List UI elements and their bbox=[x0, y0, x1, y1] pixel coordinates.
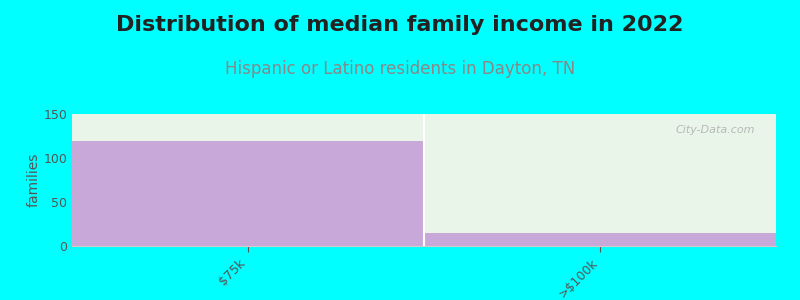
Bar bbox=[72, 114, 424, 246]
Bar bbox=[424, 233, 776, 246]
Text: Distribution of median family income in 2022: Distribution of median family income in … bbox=[116, 15, 684, 35]
Bar bbox=[424, 114, 776, 246]
Text: City-Data.com: City-Data.com bbox=[675, 124, 755, 135]
Text: Hispanic or Latino residents in Dayton, TN: Hispanic or Latino residents in Dayton, … bbox=[225, 60, 575, 78]
Bar bbox=[72, 141, 424, 246]
Y-axis label: families: families bbox=[26, 153, 41, 207]
